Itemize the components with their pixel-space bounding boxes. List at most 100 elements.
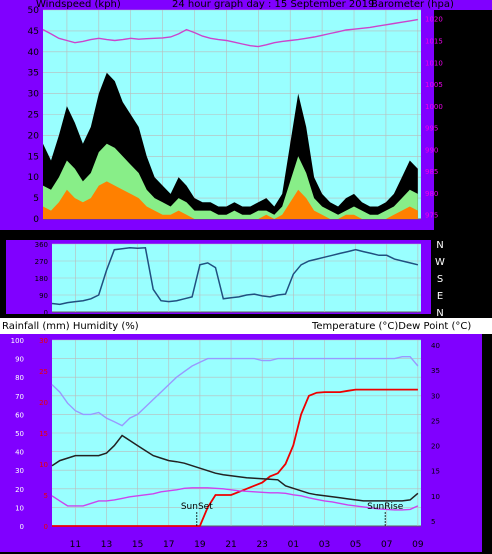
- bottom-x-tick-label: 05: [350, 540, 361, 550]
- barometer-tick-label: 1005: [425, 81, 443, 89]
- humidity-tick-label: 20: [15, 486, 24, 494]
- humidity-tick-label: 0: [20, 523, 24, 531]
- rainfall-tick-label: 0: [44, 523, 48, 531]
- compass-tick-label: E: [437, 291, 443, 302]
- windspeed-tick-label: 20: [28, 131, 40, 141]
- direction-tick-label: 0: [44, 309, 48, 317]
- humidity-tick-label: 50: [15, 430, 24, 438]
- bottom-x-tick-label: 19: [194, 540, 206, 550]
- rainfall-tick-label: 30: [39, 337, 48, 345]
- top-x-tick-label: 19: [189, 232, 201, 242]
- rainfall-tick-label: 5: [44, 492, 48, 500]
- temperature-tick-label: 10: [431, 493, 440, 501]
- bottom-x-tick-label: 09: [412, 540, 424, 550]
- humidity-tick-label: 80: [15, 374, 24, 382]
- barometer-tick-label: 1000: [425, 103, 443, 111]
- rainfall-tick-label: 25: [39, 368, 48, 376]
- barometer-tick-label: 990: [425, 146, 438, 154]
- temperature-tick-label: 35: [431, 367, 440, 375]
- top-x-tick-label: 05: [348, 232, 359, 242]
- windspeed-tick-label: 45: [28, 27, 39, 37]
- sunset-label: SunSet: [181, 502, 213, 512]
- barometer-tick-label: 1015: [425, 37, 443, 45]
- windspeed-tick-label: 50: [28, 6, 40, 16]
- compass-tick-label: N: [436, 308, 443, 319]
- top-x-tick-label: 01: [284, 232, 295, 242]
- humidity-tick-label: 10: [15, 504, 24, 512]
- windspeed-tick-label: 35: [28, 69, 39, 79]
- top-x-tick-label: 15: [125, 232, 136, 242]
- top-x-tick-label: 13: [93, 232, 104, 242]
- direction-tick-label: 360: [35, 241, 48, 249]
- humidity-tick-label: 70: [15, 393, 24, 401]
- rainfall-tick-label: 10: [39, 461, 48, 469]
- bottom-x-tick-label: 15: [132, 540, 143, 550]
- windspeed-tick-label: 15: [28, 152, 39, 162]
- temperature-dewpoint-axis-title: Temperature (°C)Dew Point (°C): [312, 321, 472, 332]
- compass-tick-label: S: [437, 274, 443, 285]
- temperature-tick-label: 20: [431, 443, 440, 451]
- bottom-x-tick-label: 13: [101, 540, 112, 550]
- temperature-tick-label: 30: [431, 392, 440, 400]
- windspeed-tick-label: 25: [28, 111, 39, 121]
- top-x-tick-label: 07: [380, 232, 391, 242]
- temperature-tick-label: 5: [431, 518, 435, 526]
- windspeed-tick-label: 5: [33, 194, 39, 204]
- barometer-line: [42, 18, 418, 48]
- bottom-x-tick-label: 07: [381, 540, 392, 550]
- bottom-x-tick-label: 03: [319, 540, 330, 550]
- rainfall-tick-label: 20: [39, 399, 48, 407]
- humidity-line: [51, 356, 419, 427]
- wind-direction-line: [51, 247, 419, 306]
- windspeed-tick-label: 0: [33, 215, 39, 225]
- top-x-tick-label: 11: [61, 232, 72, 242]
- humidity-tick-label: 60: [15, 411, 24, 419]
- bottom-x-tick-label: 01: [288, 540, 299, 550]
- humidity-tick-label: 90: [15, 356, 24, 364]
- top-x-tick-label: 21: [221, 232, 232, 242]
- rainfall-humidity-axis-title: Rainfall (mm) Humidity (%): [2, 321, 139, 332]
- windspeed-axis-title: Windspeed (kph): [36, 0, 121, 10]
- chart-title: 24 hour graph day : 15 September 2019: [172, 0, 375, 10]
- sunrise-label: SunRise: [367, 502, 404, 512]
- bottom-x-tick-label: 17: [163, 540, 174, 550]
- direction-tick-label: 270: [35, 258, 48, 266]
- wind-min-area: [43, 181, 418, 219]
- temperature-tick-label: 25: [431, 417, 440, 425]
- humidity-tick-label: 40: [15, 449, 24, 457]
- barometer-tick-label: 1010: [425, 59, 443, 67]
- barometer-tick-label: 980: [425, 190, 438, 198]
- barometer-tick-label: 975: [425, 212, 438, 220]
- mid-header-strip: [0, 318, 492, 334]
- windspeed-tick-label: 10: [28, 173, 40, 183]
- barometer-tick-label: 985: [425, 168, 438, 176]
- humidity-tick-label: 30: [15, 467, 24, 475]
- windspeed-tick-label: 30: [28, 90, 40, 100]
- windspeed-tick-label: 40: [28, 48, 40, 58]
- direction-tick-label: 180: [35, 275, 48, 283]
- dew-point-line: [51, 487, 419, 511]
- barometer-tick-label: 995: [425, 125, 438, 133]
- top-x-tick-label: 23: [253, 232, 264, 242]
- rainfall-tick-label: 15: [39, 430, 48, 438]
- top-x-tick-label: 09: [412, 232, 424, 242]
- temperature-tick-label: 40: [431, 342, 440, 350]
- bottom-x-tick-label: 11: [70, 540, 81, 550]
- temperature-line: [51, 434, 419, 502]
- rainfall-line: [52, 388, 418, 527]
- top-x-tick-label: 17: [157, 232, 168, 242]
- bottom-x-tick-label: 23: [256, 540, 267, 550]
- barometer-axis-title: Barometer (hpa): [371, 0, 454, 10]
- barometer-tick-label: 1020: [425, 16, 443, 24]
- direction-label-strip: [432, 240, 444, 314]
- bottom-x-tick-label: 21: [225, 540, 236, 550]
- temperature-tick-label: 15: [431, 468, 440, 476]
- compass-tick-label: N: [436, 240, 443, 251]
- compass-tick-label: W: [435, 257, 445, 268]
- top-x-tick-label: 03: [316, 232, 327, 242]
- humidity-tick-label: 100: [11, 337, 24, 345]
- direction-tick-label: 90: [39, 292, 48, 300]
- header-strip: [0, 0, 492, 10]
